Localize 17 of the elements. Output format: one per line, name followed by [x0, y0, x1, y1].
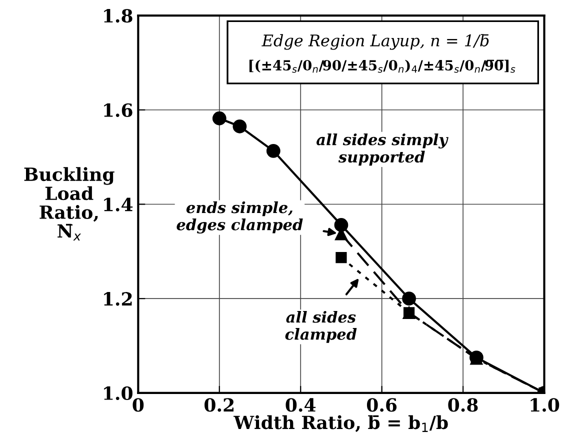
- y-tick-label: 1.2: [104, 292, 132, 306]
- x-tick-label: 0.4: [286, 398, 316, 412]
- text: [(±45$_{s}$/0$_{n}$/90/±45$_{s}$/0$_{n}$)$_{4}$/±45$_{s}$/0$_{n}$/9̅0̅]$_{s}$: [249, 60, 516, 73]
- y-tick-label: 1.0: [104, 386, 132, 400]
- y-tick-label: 1.8: [104, 9, 132, 23]
- x-tick-label: 0.6: [366, 398, 397, 412]
- text: Edge Region Layup, n = 1/b̄: [262, 34, 489, 50]
- x-tick-label: 0: [132, 398, 144, 412]
- annotation: all sides clamped: [285, 310, 357, 343]
- annotation: all sides simply supported: [316, 133, 448, 166]
- y-tick-label: 1.4: [104, 198, 133, 212]
- x-tick-label: 0.8: [448, 398, 478, 412]
- x-tick-label: 1.0: [530, 398, 560, 412]
- x-axis-title: Width Ratio, b̄ = b$_{1}$/b: [234, 415, 448, 432]
- y-tick-label: 1.6: [104, 103, 132, 118]
- x-tick-label: 0.2: [204, 398, 234, 412]
- annotation: ends simple, edges clamped: [176, 201, 303, 234]
